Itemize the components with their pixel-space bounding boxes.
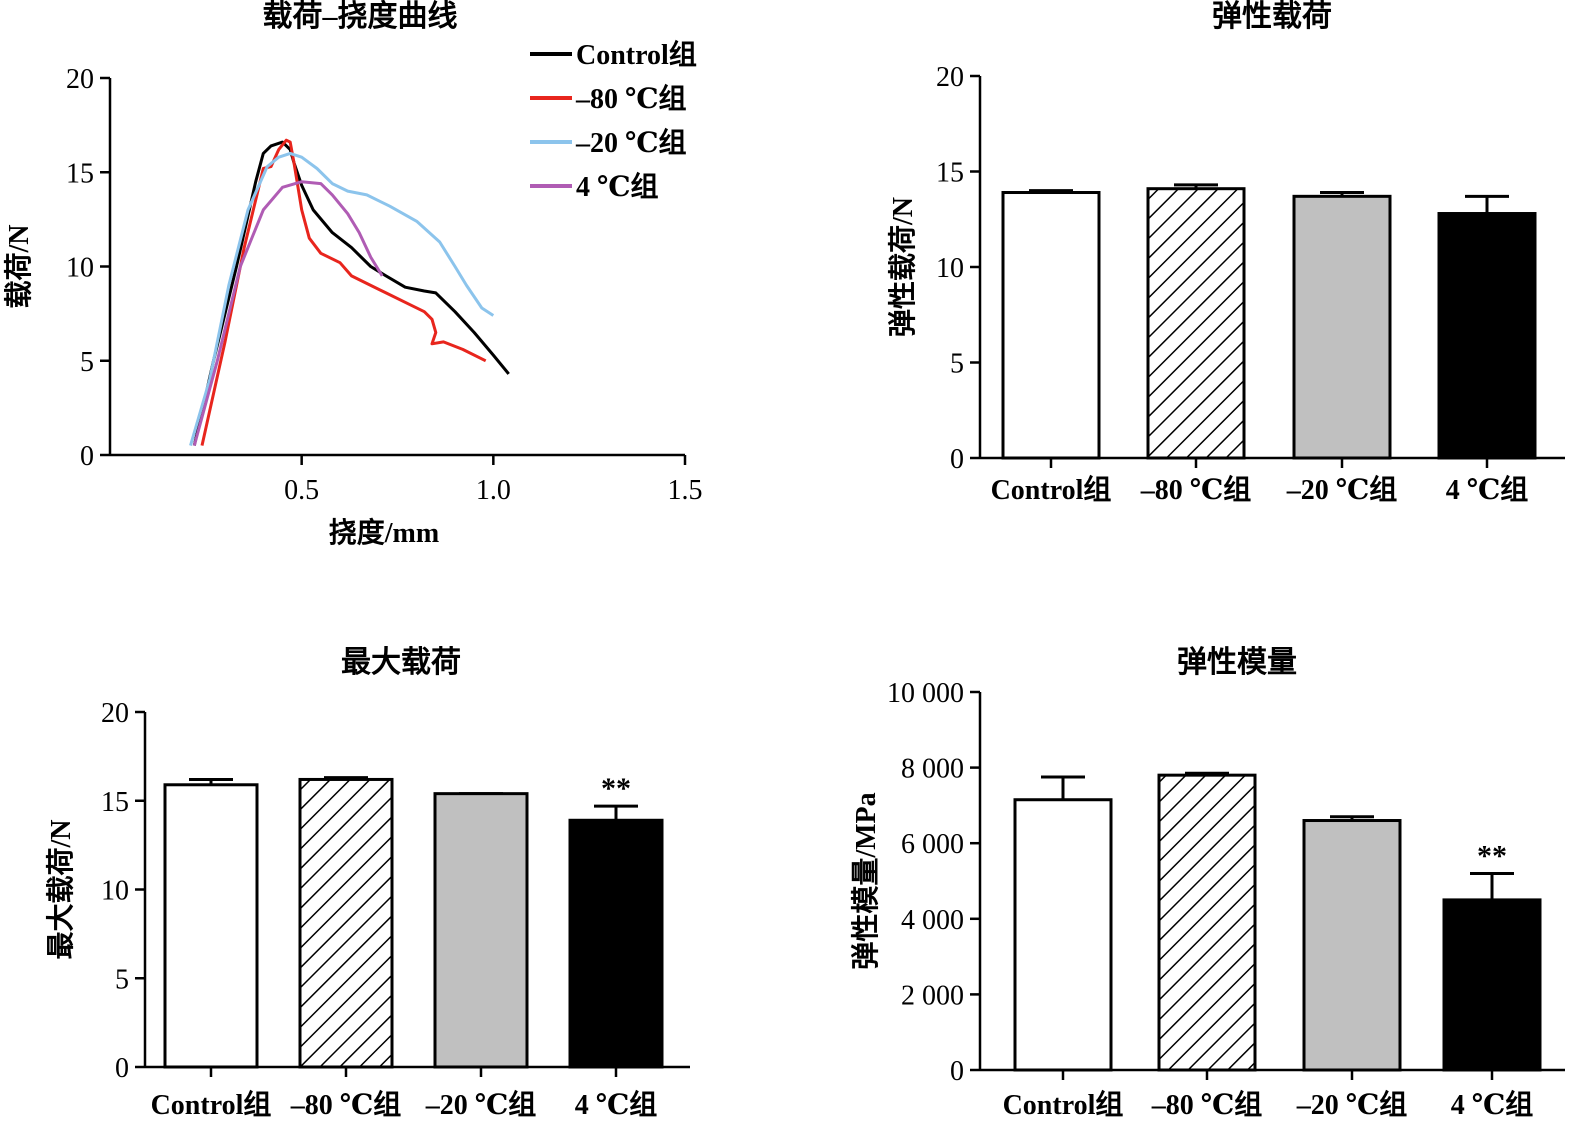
- y-axis-label: 最大载荷/N: [45, 819, 77, 959]
- series-line-0: [192, 140, 510, 446]
- x-tick-label: 0.5: [284, 475, 319, 506]
- category-label-2: –20 ℃组: [1296, 1089, 1408, 1121]
- y-tick-label: 10: [66, 253, 94, 284]
- series-line-2: [189, 151, 495, 447]
- category-label-3: 4 ℃组: [1446, 474, 1529, 506]
- chart-title: 弹性载荷: [1212, 0, 1332, 33]
- chart-title: 最大载荷: [341, 646, 461, 679]
- bar-2: [1292, 194, 1392, 460]
- bar-0: [1001, 191, 1101, 460]
- category-label-0: Control组: [991, 474, 1112, 506]
- y-axis-label: 弹性模量/MPa: [850, 792, 882, 969]
- category-label-3: 4 ℃组: [575, 1089, 658, 1121]
- significance-marker: **: [1477, 839, 1507, 872]
- y-tick-label: 15: [66, 158, 94, 189]
- category-label-2: –20 ℃组: [425, 1089, 537, 1121]
- x-axis-label: 挠度/mm: [329, 517, 439, 549]
- x-tick-label: 1.5: [668, 475, 703, 506]
- y-tick-label: 6 000: [901, 829, 964, 860]
- bar-2: [1302, 819, 1402, 1072]
- legend-label-3: 4 ℃组: [576, 171, 659, 203]
- bar-3: [1437, 212, 1537, 460]
- y-tick-label: 10 000: [887, 678, 964, 709]
- y-tick-label: 4 000: [901, 905, 964, 936]
- bar-1: [1157, 773, 1257, 1072]
- y-tick-label: 20: [101, 698, 129, 729]
- y-tick-label: 2 000: [901, 980, 964, 1011]
- y-tick-label: 15: [101, 787, 129, 818]
- y-tick-label: 20: [936, 62, 964, 93]
- y-axis-label: 弹性载荷/N: [887, 197, 919, 337]
- y-tick-label: 15: [936, 158, 964, 189]
- bar-0: [1013, 798, 1113, 1072]
- chart-title: 载荷–挠度曲线: [263, 0, 458, 33]
- bar-3: [1442, 898, 1542, 1072]
- category-label-0: Control组: [151, 1089, 272, 1121]
- category-label-1: –80 ℃组: [290, 1089, 402, 1121]
- x-tick-label: 1.0: [476, 475, 511, 506]
- y-tick-label: 8 000: [901, 754, 964, 785]
- category-label-1: –80 ℃组: [1140, 474, 1252, 506]
- legend-label-2: –20 ℃组: [575, 127, 687, 159]
- category-label-2: –20 ℃组: [1286, 474, 1398, 506]
- legend-label-0: Control组: [576, 39, 697, 71]
- y-tick-label: 10: [101, 876, 129, 907]
- y-axis-label: 载荷/N: [3, 224, 35, 308]
- y-tick-label: 0: [115, 1053, 129, 1084]
- series-line-3: [192, 180, 384, 446]
- bar-0: [163, 783, 259, 1069]
- category-label-3: 4 ℃组: [1451, 1089, 1534, 1121]
- y-tick-label: 5: [950, 349, 964, 380]
- bar-1: [298, 777, 394, 1069]
- y-tick-label: 5: [115, 964, 129, 995]
- y-tick-label: 0: [80, 441, 94, 472]
- y-tick-label: 0: [950, 444, 964, 475]
- category-label-1: –80 ℃组: [1151, 1089, 1263, 1121]
- chart-title: 弹性模量: [1177, 646, 1297, 679]
- category-label-0: Control组: [1003, 1089, 1124, 1121]
- significance-marker: **: [601, 772, 631, 805]
- y-tick-label: 10: [936, 253, 964, 284]
- y-tick-label: 20: [66, 64, 94, 95]
- y-tick-label: 5: [80, 347, 94, 378]
- legend-label-1: –80 ℃组: [575, 83, 687, 115]
- y-tick-label: 0: [950, 1056, 964, 1087]
- bar-1: [1146, 187, 1246, 460]
- bar-2: [433, 792, 529, 1069]
- bar-3: [568, 818, 664, 1069]
- series-line-1: [200, 138, 487, 446]
